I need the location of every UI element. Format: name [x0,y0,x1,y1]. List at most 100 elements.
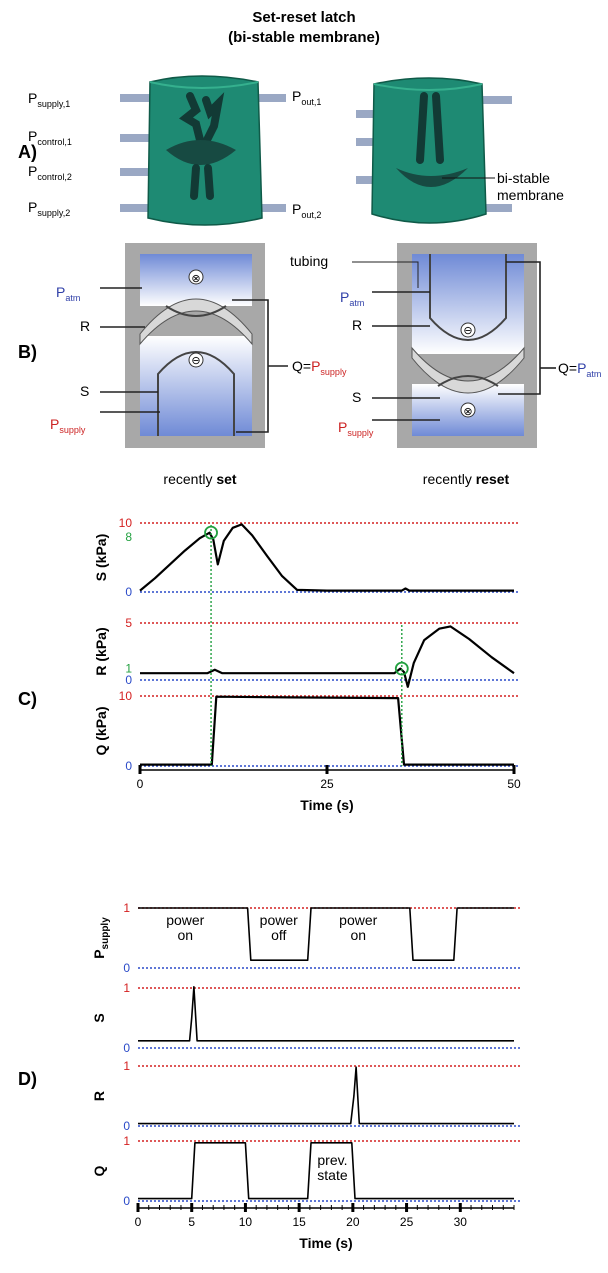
svg-text:Psupply,1: Psupply,1 [28,90,70,109]
figure-title-line1: Set-reset latch [252,9,355,26]
y-tick-label: 0 [125,673,132,687]
panel-label-c: C) [18,689,37,709]
y-tick-label: 1 [123,981,130,995]
tube [120,168,160,176]
y-tick-label: 1 [125,662,132,676]
svg-text:Pout,1: Pout,1 [292,88,321,107]
lower-u-tube [157,351,235,436]
caption-recently-set: recently set [163,471,236,487]
pressure-low-icon [460,322,476,338]
tube [120,94,160,102]
y-axis-title: Q (kPa) [93,706,109,755]
label-supply-1: Psupply,1 [28,90,70,109]
series-line-3 [138,1142,514,1200]
left-r-label: R [80,318,90,334]
y-tick-label: 0 [123,1119,130,1133]
tube [476,96,512,104]
pressure-high-icon [188,269,204,285]
upper-u-tube [429,254,507,341]
pressure-low-icon [188,352,204,368]
annotation-label: power [166,912,204,928]
caption-recently-reset: recently reset [423,471,510,487]
y-axis-title: S (kPa) [93,534,109,581]
channel-upper [416,92,444,164]
x-tick-label: 25 [400,1215,414,1229]
left-patm-label: Patm [56,284,80,303]
annotation-label: on [177,927,193,943]
device-rim [149,81,259,89]
svg-text:Psupply,2: Psupply,2 [28,199,70,218]
tube [120,204,160,212]
event-marker-circle [394,661,409,676]
plus-symbol: ⊗ [191,273,200,285]
subplot-1: 01 5 R (kPa) [93,616,520,688]
tube [476,204,512,212]
pressure-high-icon [460,402,476,418]
series-line-2 [138,1066,514,1125]
y-axis-title: Q [91,1165,107,1176]
subplot-2: 0 1 R [91,1059,520,1133]
y-tick-label: 5 [125,616,132,630]
x-axis-title: Time (s) [299,1235,352,1251]
series-line-0 [139,523,514,592]
subplot-0: 0 810 S (kPa) [93,516,520,599]
series-line-1 [138,985,514,1042]
minus-symbol: ⊖ [191,355,200,367]
plus-symbol: ⊗ [463,406,472,418]
panel-label-d: D) [18,1069,37,1089]
channel-lower [190,164,214,200]
x-tick-label: 5 [188,1215,195,1229]
tubing-label: tubing [290,253,328,269]
annotation-label: power [339,912,377,928]
annotation-label: prev. [317,1152,347,1168]
subplot-2: 0 10 Q (kPa) [93,689,520,773]
x-tick-label: 15 [292,1215,306,1229]
left-s-label: S [80,383,89,399]
schematic-reset: ⊖ ⊗ [352,243,556,448]
tube [120,134,160,142]
x-tick-label: 0 [137,777,144,791]
y-tick-label: 0 [123,1041,130,1055]
x-tick-label: 30 [454,1215,468,1229]
right-patm-label: Patm [340,289,364,308]
label-supply-2: Psupply,2 [28,199,70,218]
y-tick-label: 1 [123,901,130,915]
x-axis-title: Time (s) [300,797,353,813]
label-control-1: Pcontrol,1 [28,128,72,147]
panel-label-b: B) [18,342,37,362]
membrane-dome [396,168,468,187]
y-axis-title: R (kPa) [93,627,109,675]
right-psupply-label: Psupply [338,419,374,438]
upper-nozzle [165,305,227,317]
right-r-label: R [352,317,362,333]
y-tick-label: 10 [119,689,133,703]
right-q-label: Q=Patm [558,360,601,379]
panel-label-a: A) [18,142,37,162]
membrane-dome [166,140,236,165]
annotation-label: state [317,1167,348,1183]
annotation-label: on [350,927,366,943]
tubing-leader [352,261,419,288]
membrane-label-line2: membrane [497,187,564,203]
annotation-label: power [260,912,298,928]
y-tick-label: 1 [123,1134,130,1148]
schematic-set: ⊖ ⊗ [100,243,288,448]
series-line-2 [140,695,514,766]
device-rim [373,83,483,91]
chart-d: 01Psupply01S01R01Qpoweronpoweroffpoweron… [91,901,520,1251]
device-right [356,77,512,224]
svg-text:Pcontrol,1: Pcontrol,1 [28,128,72,147]
subplot-3: 0 1 Q [91,1134,520,1208]
subplot-1: 0 1 S [91,981,520,1055]
device-left [120,75,286,226]
left-psupply-label: Psupply [50,416,86,435]
x-tick-label: 0 [135,1215,142,1229]
y-axis-title: Psupply [91,917,111,959]
series-line-0 [138,907,514,962]
y-tick-label: 0 [125,585,132,599]
y-tick-label: 10 [119,516,133,530]
y-tick-label: 8 [125,530,132,544]
device-body [371,77,487,224]
